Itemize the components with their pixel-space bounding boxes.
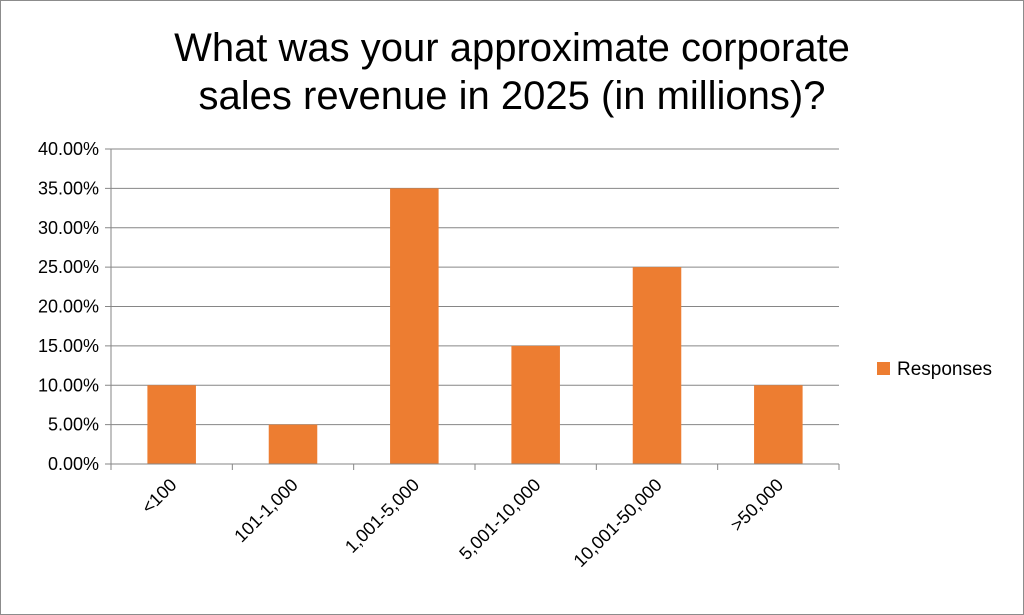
legend: Responses (877, 359, 992, 380)
bar (511, 345, 560, 464)
x-tick-label: >50,000 (727, 475, 788, 536)
gridlines (111, 148, 839, 426)
x-tick-label: 10,001-50,000 (570, 475, 666, 571)
bar (390, 188, 439, 464)
bars (147, 188, 803, 464)
bar (147, 385, 196, 464)
chart-title: What was your approximate corporate sale… (174, 26, 850, 118)
y-tick-label: 30.00% (38, 218, 99, 238)
x-axis-tick-labels: <100 101-1,000 1,001-5,000 5,001-10,000 10,0… (138, 475, 787, 571)
x-tick-label: 101-1,000 (230, 475, 301, 546)
axes (105, 148, 840, 470)
y-tick-label: 10.00% (38, 375, 99, 395)
x-tick-label: 5,001-10,000 (455, 475, 544, 564)
bar (268, 424, 318, 464)
y-tick-label: 5.00% (48, 415, 99, 435)
y-tick-label: 0.00% (48, 454, 99, 474)
legend-swatch (877, 362, 890, 375)
bar (754, 385, 803, 464)
bar (632, 267, 682, 464)
chart-title-line-2: sales revenue in 2025 (in millions)? (199, 74, 826, 118)
y-tick-label: 25.00% (38, 257, 99, 277)
y-tick-label: 35.00% (38, 178, 99, 198)
y-tick-label: 20.00% (38, 297, 99, 317)
x-tick-label: 1,001-5,000 (341, 475, 423, 557)
legend-label: Responses (897, 359, 992, 380)
y-tick-label: 40.00% (38, 139, 99, 159)
x-tick-label: <100 (138, 475, 181, 518)
y-axis-tick-labels: 0.00% 5.00% 10.00% 15.00% 20.00% 25.00% 30.00%… (38, 139, 99, 474)
y-tick-label: 15.00% (38, 336, 99, 356)
chart-title-line-1: What was your approximate corporate (174, 26, 850, 70)
